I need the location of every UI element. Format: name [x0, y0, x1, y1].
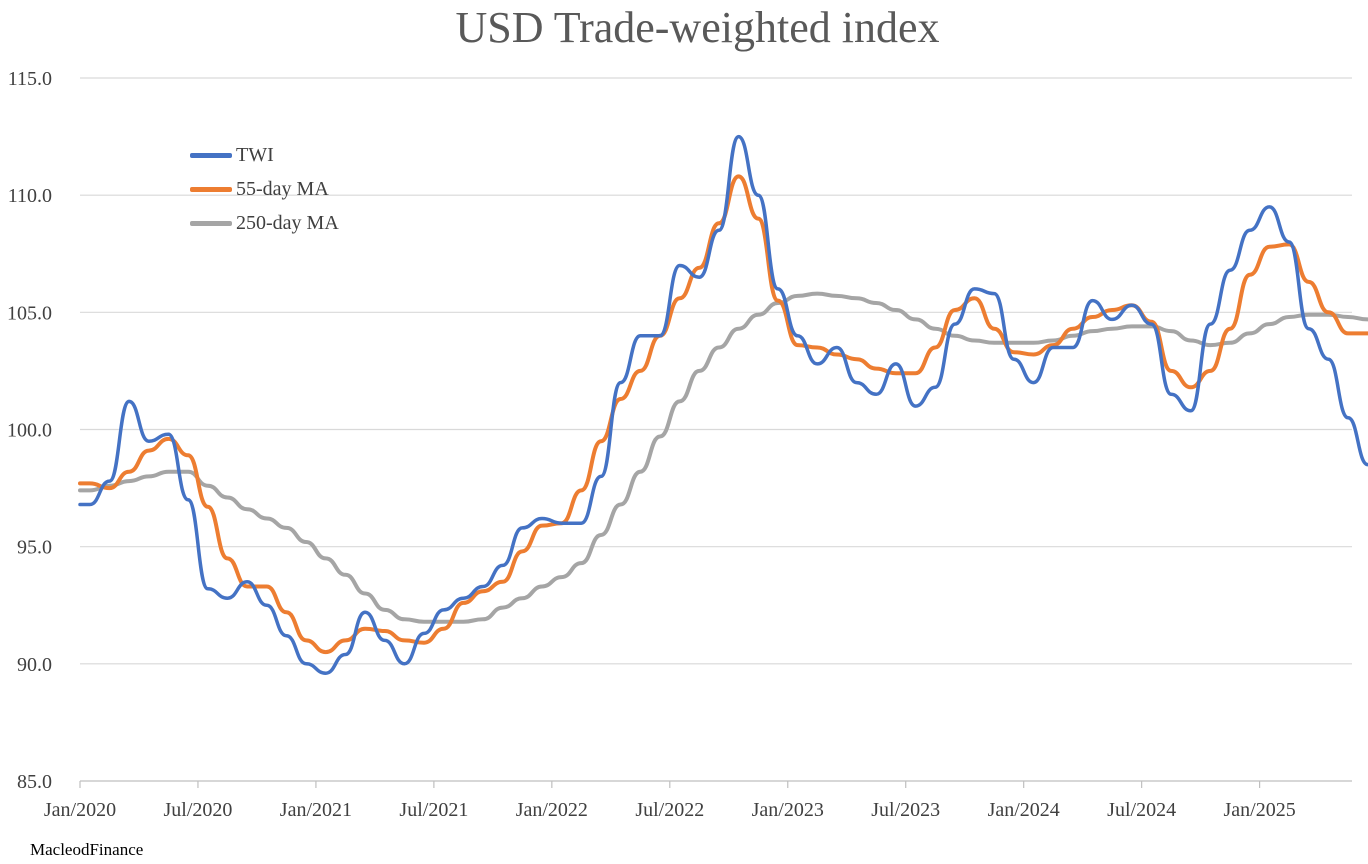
- y-tick-label: 100.0: [7, 420, 52, 442]
- legend-item-250-day-ma: 250-day MA: [190, 206, 339, 240]
- legend-swatch-55-day-ma: [190, 186, 232, 192]
- x-tick-label: Jul/2021: [399, 799, 468, 821]
- gridlines: [80, 77, 1352, 782]
- series-line-250-day-ma: [78, 291, 1368, 624]
- x-tick-label: Jan/2020: [44, 799, 116, 821]
- y-tick-label: 95.0: [17, 537, 52, 559]
- legend: TWI 55-day MA 250-day MA: [190, 138, 339, 240]
- legend-label-twi: TWI: [236, 143, 274, 166]
- series-line-55-day-ma: [78, 174, 1368, 655]
- y-axis-ticks: 115.0 110.0 105.0 100.0 95.0 90.0 85.0: [7, 68, 52, 793]
- legend-label-55-day-ma: 55-day MA: [236, 177, 329, 200]
- y-tick-label: 90.0: [17, 654, 52, 676]
- series-line-twi: [78, 134, 1368, 675]
- legend-item-twi: TWI: [190, 138, 339, 172]
- source-credit: MacleodFinance: [30, 840, 144, 859]
- legend-item-55-day-ma: 55-day MA: [190, 172, 339, 206]
- x-tick-label: Jan/2024: [988, 799, 1060, 821]
- x-tick-label: Jul/2024: [1107, 799, 1176, 821]
- x-tick-label: Jan/2023: [752, 799, 824, 821]
- y-tick-label: 110.0: [8, 185, 52, 207]
- legend-swatch-twi: [190, 152, 232, 158]
- x-tick-label: Jan/2025: [1223, 799, 1295, 821]
- series-lines: [78, 134, 1368, 675]
- x-axis: Jan/2020 Jul/2020 Jan/2021 Jul/2021 Jan/2022…: [44, 781, 1296, 821]
- x-tick-label: Jul/2020: [164, 799, 233, 821]
- y-tick-label: 105.0: [7, 302, 52, 324]
- x-tick-label: Jan/2022: [516, 799, 588, 821]
- legend-label-250-day-ma: 250-day MA: [236, 211, 339, 234]
- legend-swatch-250-day-ma: [190, 220, 232, 226]
- x-tick-label: Jul/2023: [871, 799, 940, 821]
- x-tick-label: Jul/2022: [635, 799, 704, 821]
- y-tick-label: 115.0: [8, 68, 52, 90]
- x-tick-label: Jan/2021: [280, 799, 352, 821]
- y-tick-label: 85.0: [17, 771, 52, 793]
- chart-title: USD Trade-weighted index: [455, 3, 940, 52]
